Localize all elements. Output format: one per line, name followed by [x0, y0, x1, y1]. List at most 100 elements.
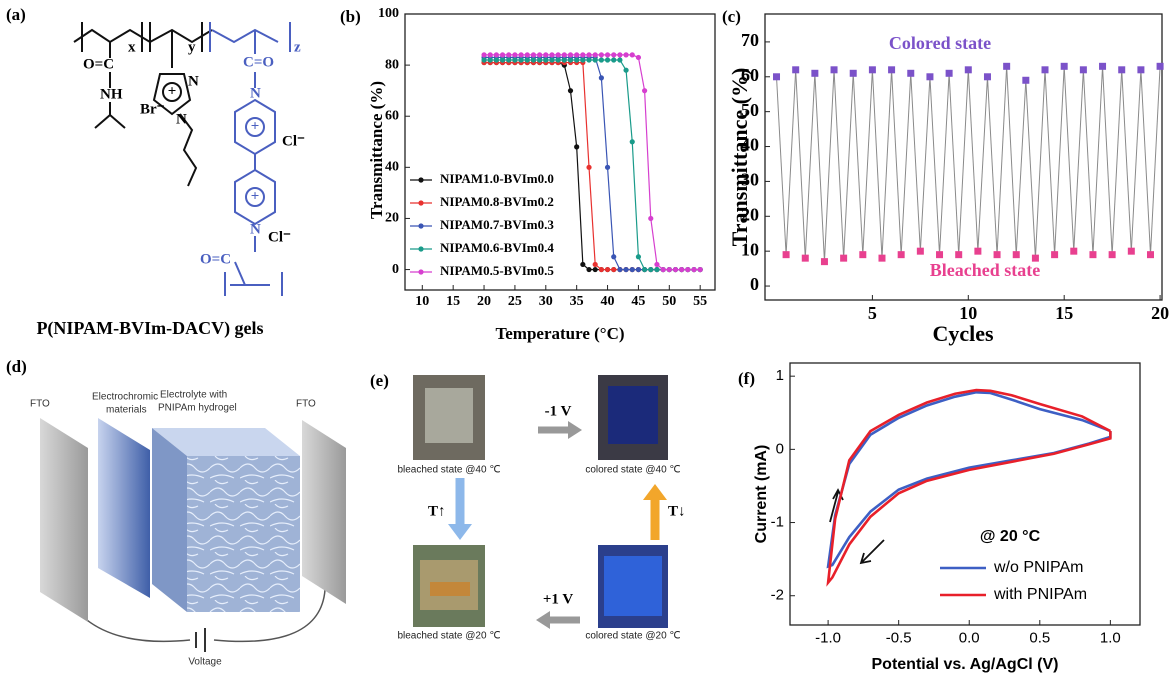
marker: [537, 52, 542, 57]
legend-marker: [418, 246, 423, 251]
marker: [531, 57, 536, 62]
panel-label: (f): [738, 369, 755, 388]
panel-label: (e): [370, 371, 389, 390]
marker: [617, 52, 622, 57]
marker: [599, 57, 604, 62]
marker: [623, 267, 628, 272]
marker: [556, 52, 561, 57]
marker: [481, 52, 486, 57]
connector: [920, 77, 930, 251]
marker: [1022, 77, 1029, 84]
x-tick-label: 15: [446, 294, 460, 309]
x-axis-title: Cycles: [932, 321, 994, 346]
marker: [605, 165, 610, 170]
marker: [512, 57, 517, 62]
arrow-label: T↑: [428, 503, 446, 519]
x-tick-label: 15: [1055, 303, 1073, 323]
connector: [786, 70, 796, 255]
legend-marker: [418, 177, 423, 182]
marker: [531, 52, 536, 57]
x-tick-label: 20: [477, 294, 491, 309]
subscript: y: [188, 39, 196, 55]
marker: [888, 66, 895, 73]
marker: [518, 57, 523, 62]
marker: [636, 254, 641, 259]
connector: [1055, 66, 1065, 254]
connector: [978, 77, 988, 251]
x-tick-label: 55: [693, 294, 707, 309]
connector: [1016, 80, 1026, 254]
series-line: [484, 55, 700, 270]
marker: [593, 262, 598, 267]
panel-label: (a): [6, 5, 26, 24]
marker: [1157, 63, 1164, 70]
x-axis-title: Temperature (°C): [495, 324, 624, 343]
series-line: [484, 63, 700, 270]
y-tick-label: -1: [771, 514, 784, 531]
marker: [556, 57, 561, 62]
series-line: [828, 392, 1110, 566]
marker: [611, 254, 616, 259]
marker: [617, 57, 622, 62]
marker: [494, 52, 499, 57]
x-axis-title: Potential vs. Ag/AgCl (V): [872, 656, 1059, 673]
marker: [698, 267, 703, 272]
device-label: Electrolyte with: [160, 390, 227, 401]
marker: [568, 52, 573, 57]
marker: [811, 70, 818, 77]
arrow-label: T↓: [668, 503, 686, 519]
marker: [543, 52, 548, 57]
marker: [917, 248, 924, 255]
marker: [926, 73, 933, 80]
atom-label: O=C: [83, 56, 114, 72]
connector: [872, 70, 882, 258]
marker: [525, 52, 530, 57]
marker: [494, 57, 499, 62]
marker: [543, 57, 548, 62]
legend-label: NIPAM0.5-BVIm0.5: [440, 263, 554, 278]
connector: [1131, 70, 1141, 251]
marker: [611, 52, 616, 57]
marker: [605, 267, 610, 272]
marker: [994, 251, 1001, 258]
marker: [965, 66, 972, 73]
marker: [568, 88, 573, 93]
legend-label: NIPAM0.7-BVIm0.3: [440, 217, 554, 232]
connector: [1026, 80, 1036, 258]
x-tick-label: -1.0: [815, 629, 841, 646]
legend-label: NIPAM0.6-BVIm0.4: [440, 240, 554, 255]
device-label: materials: [106, 405, 147, 416]
x-tick-label: 0.0: [959, 629, 980, 646]
connector: [1007, 66, 1017, 254]
marker: [605, 57, 610, 62]
marker: [593, 267, 598, 272]
y-axis-title: Transmittance (%): [727, 68, 752, 247]
marker: [642, 88, 647, 93]
marker: [974, 248, 981, 255]
marker: [1109, 251, 1116, 258]
y-tick-label: 20: [385, 211, 399, 226]
marker: [562, 52, 567, 57]
device-label: FTO: [30, 399, 50, 410]
x-tick-label: 50: [662, 294, 676, 309]
x-tick-label: 35: [570, 294, 584, 309]
marker: [512, 52, 517, 57]
atom-label: N: [176, 111, 187, 127]
connector: [815, 73, 825, 261]
subscript: z: [294, 39, 301, 55]
marker: [506, 52, 511, 57]
photo-caption: bleached state @40 ℃: [397, 465, 500, 476]
connector: [844, 73, 854, 258]
marker: [586, 267, 591, 272]
atom-label: NH: [100, 86, 123, 102]
marker: [946, 70, 953, 77]
connector: [863, 70, 873, 255]
marker: [859, 251, 866, 258]
figure: (a) (b) (c) (d) (e) (f) x y z O=C NH N N…: [0, 0, 1173, 683]
marker: [955, 251, 962, 258]
marker: [586, 52, 591, 57]
marker: [691, 267, 696, 272]
marker: [549, 57, 554, 62]
marker: [574, 52, 579, 57]
marker: [1128, 248, 1135, 255]
